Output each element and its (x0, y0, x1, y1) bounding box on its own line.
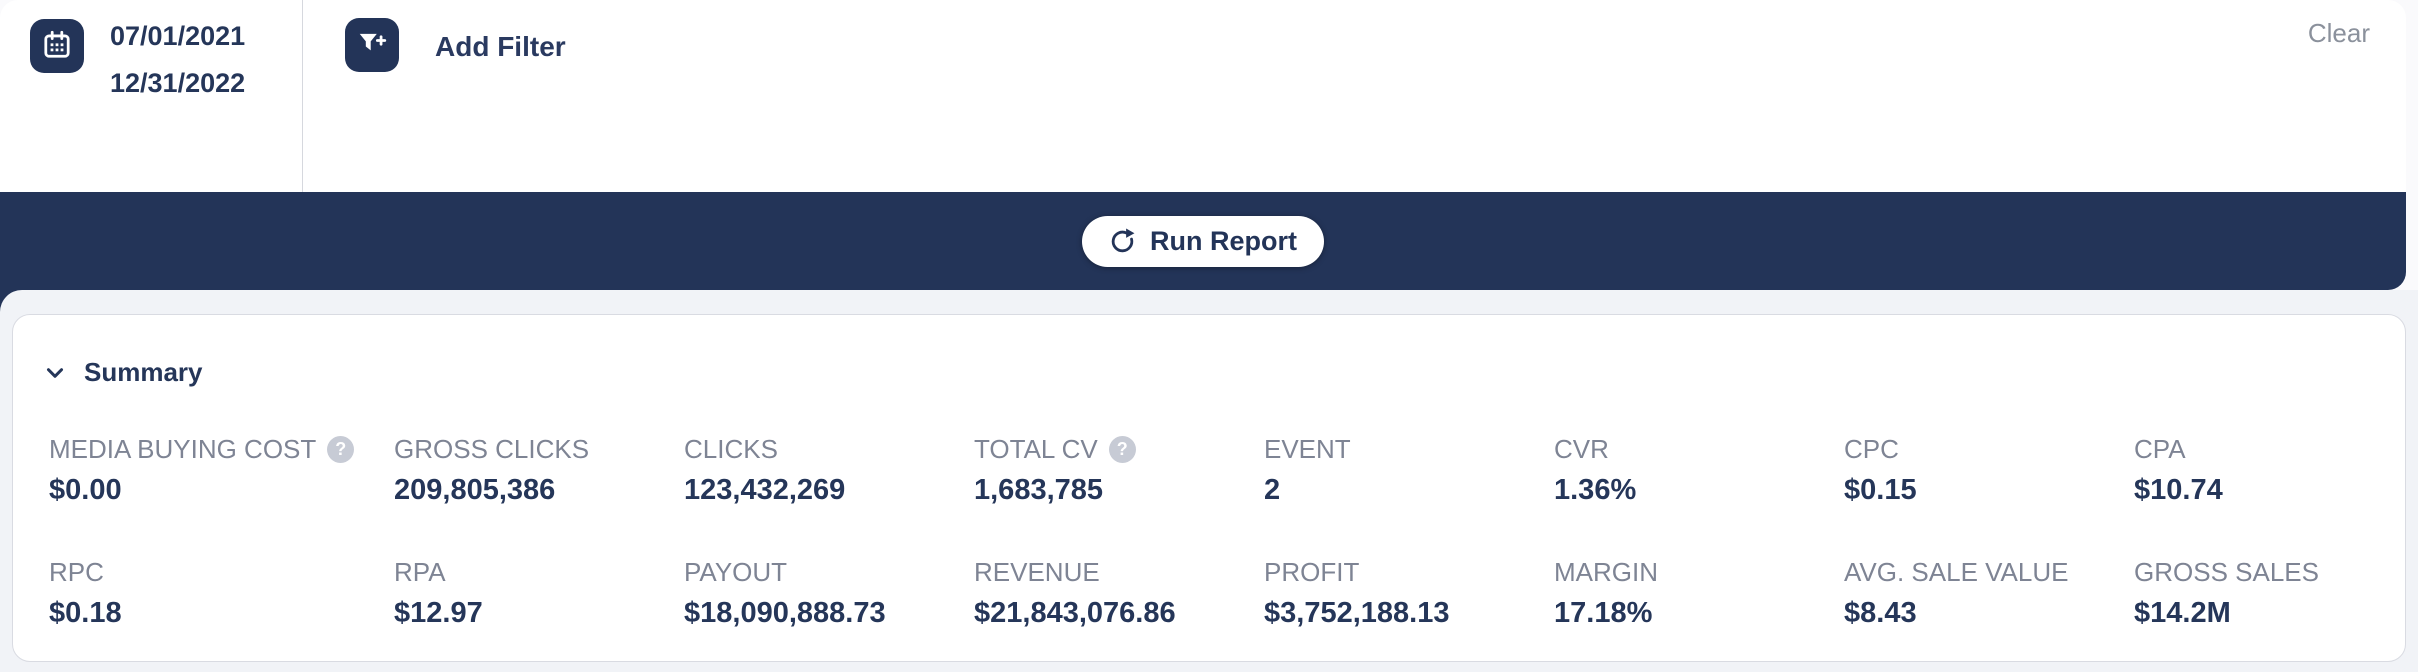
metric-cell: TOTAL CV ? 1,683,785 (974, 434, 1264, 507)
metric-label: PAYOUT (684, 557, 788, 587)
metric-label-row: RPA (394, 557, 684, 587)
metric-cell: EVENT 2 (1264, 434, 1554, 507)
metric-label-row: GROSS SALES (2134, 557, 2381, 587)
filter-section: Add Filter Clear (303, 0, 2406, 192)
metric-label-row: CLICKS (684, 434, 974, 464)
metric-value: $10.74 (2134, 474, 2223, 506)
help-icon[interactable]: ? (327, 435, 355, 463)
metric-cell: CPC $0.15 (1844, 434, 2134, 507)
metric-value: 2 (1264, 474, 1281, 506)
metric-cell: PROFIT $3,752,188.13 (1264, 557, 1554, 630)
metric-cell: MARGIN 17.18% (1554, 557, 1844, 630)
metric-value: $18,090,888.73 (684, 597, 886, 629)
metric-cell: REVENUE $21,843,076.86 (974, 557, 1264, 630)
metric-label-row: MARGIN (1554, 557, 1844, 587)
metric-label-row: CPC (1844, 434, 2134, 464)
metric-label-row: CPA (2134, 434, 2381, 464)
summary-card: Summary MEDIA BUYING COST ? $0.00 GROSS … (12, 314, 2406, 662)
metric-cell: RPA $12.97 (394, 557, 684, 630)
metric-label-row: GROSS CLICKS (394, 434, 684, 464)
metric-value: 1.36% (1554, 474, 1637, 506)
metric-label-row: AVG. SALE VALUE (1844, 557, 2134, 587)
metric-label: MEDIA BUYING COST (49, 434, 317, 464)
metric-value: $3,752,188.13 (1264, 597, 1450, 629)
calendar-button[interactable] (30, 19, 84, 73)
metric-cell: GROSS CLICKS 209,805,386 (394, 434, 684, 507)
metric-cell: CLICKS 123,432,269 (684, 434, 974, 507)
metric-label: GROSS CLICKS (394, 434, 590, 464)
start-date: 07/01/2021 (110, 21, 246, 51)
add-filter-label[interactable]: Add Filter (435, 31, 566, 62)
help-icon[interactable]: ? (1108, 435, 1136, 463)
metric-label-row: CVR (1554, 434, 1844, 464)
metric-label: GROSS SALES (2134, 557, 2319, 587)
summary-title: Summary (84, 357, 203, 387)
metric-label: EVENT (1264, 434, 1351, 464)
metric-value: 17.18% (1554, 597, 1653, 629)
metric-label: CPC (1844, 434, 1899, 464)
metric-label-row: PAYOUT (684, 557, 974, 587)
run-report-button[interactable]: Run Report (1082, 215, 1324, 267)
metric-label-row: REVENUE (974, 557, 1264, 587)
metric-value: $14.2M (2134, 597, 2231, 629)
metric-cell: GROSS SALES $14.2M (2134, 557, 2381, 630)
metric-value: 123,432,269 (684, 474, 846, 506)
metric-label-row: EVENT (1264, 434, 1554, 464)
metric-cell: AVG. SALE VALUE $8.43 (1844, 557, 2134, 630)
metric-cell: PAYOUT $18,090,888.73 (684, 557, 974, 630)
filter-panel: 07/01/2021 12/31/2022 Add Filter Clear (0, 0, 2406, 192)
metric-value: $12.97 (394, 597, 483, 629)
metric-label-row: TOTAL CV ? (974, 434, 1264, 464)
metric-label: AVG. SALE VALUE (1844, 557, 2069, 587)
metric-label: CVR (1554, 434, 1609, 464)
metric-value: $21,843,076.86 (974, 597, 1176, 629)
add-filter-button[interactable] (345, 18, 399, 72)
run-report-label: Run Report (1150, 225, 1297, 256)
metric-cell: CPA $10.74 (2134, 434, 2381, 507)
metric-value: 209,805,386 (394, 474, 556, 506)
metric-label: MARGIN (1554, 557, 1658, 587)
metric-label-row: MEDIA BUYING COST ? (49, 434, 394, 464)
metric-cell: CVR 1.36% (1554, 434, 1844, 507)
metric-value: 1,683,785 (974, 474, 1104, 506)
date-range-picker[interactable]: 07/01/2021 12/31/2022 (0, 0, 303, 192)
metric-cell: MEDIA BUYING COST ? $0.00 (49, 434, 394, 507)
clear-filters-link[interactable]: Clear (2307, 18, 2370, 48)
metric-label-row: PROFIT (1264, 557, 1554, 587)
metric-label: REVENUE (974, 557, 1100, 587)
content-area: Summary MEDIA BUYING COST ? $0.00 GROSS … (0, 290, 2418, 672)
run-report-bar: Run Report (0, 192, 2406, 290)
date-range-text: 07/01/2021 12/31/2022 (110, 13, 245, 192)
calendar-icon (41, 29, 73, 64)
metric-value: $0.00 (49, 474, 122, 506)
metric-label: RPA (394, 557, 446, 587)
metric-label: CLICKS (684, 434, 778, 464)
end-date: 12/31/2022 (110, 68, 246, 98)
metric-label: TOTAL CV (974, 434, 1098, 464)
metric-value: $0.18 (49, 597, 122, 629)
refresh-icon (1109, 228, 1136, 255)
metric-label-row: RPC (49, 557, 394, 587)
metric-cell: RPC $0.18 (49, 557, 394, 630)
chevron-down-icon[interactable] (43, 361, 67, 385)
metric-label: CPA (2134, 434, 2186, 464)
metric-label: PROFIT (1264, 557, 1360, 587)
metric-value: $8.43 (1844, 597, 1917, 629)
summary-metrics-grid: MEDIA BUYING COST ? $0.00 GROSS CLICKS 2… (49, 434, 2381, 630)
summary-section-header[interactable]: Summary (13, 315, 203, 388)
metric-label: RPC (49, 557, 104, 587)
metric-value: $0.15 (1844, 474, 1917, 506)
filter-plus-icon (356, 28, 388, 63)
